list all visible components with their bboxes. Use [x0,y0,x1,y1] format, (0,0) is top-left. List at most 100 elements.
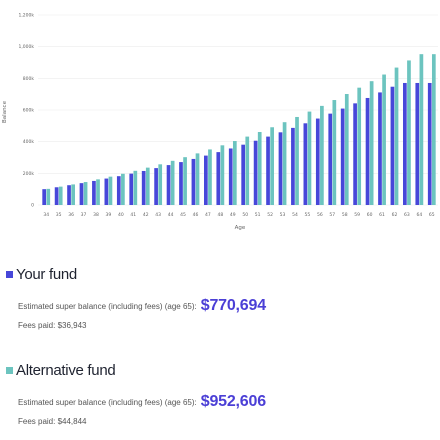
x-tick-label: 39 [106,212,112,218]
alternative-fund-bar-58[interactable] [344,94,349,205]
x-tick-label: 37 [81,212,87,218]
y-tick-label: 400k [23,139,35,145]
alternative-fund-estimate-value: $952,606 [200,393,266,410]
alternative-fund-bar-34[interactable] [46,188,51,205]
your-fund-bar-37[interactable] [79,183,84,205]
x-tick-label: 59 [354,212,360,218]
your-fund-bar-52[interactable] [266,136,270,205]
alternative-fund-bar-50[interactable] [245,136,250,205]
your-fund-bar-54[interactable] [291,127,295,205]
x-tick-label: 52 [267,212,273,218]
x-tick-label: 63 [404,212,410,218]
x-tick-label: 55 [305,212,311,218]
alternative-fund-bar-43[interactable] [158,164,163,205]
x-tick-label: 40 [118,212,124,218]
x-tick-label: 64 [416,212,422,218]
your-fund-bar-50[interactable] [241,144,246,205]
your-fund-bar-40[interactable] [116,176,121,205]
your-fund-bar-58[interactable] [340,108,345,205]
your-fund-bar-51[interactable] [253,140,258,205]
alternative-fund-bar-44[interactable] [170,160,175,205]
your-fund-bar-42[interactable] [141,170,146,205]
alternative-fund-bar-52[interactable] [270,127,274,205]
alternative-fund-bar-42[interactable] [145,167,150,205]
alternative-fund-bar-36[interactable] [71,184,75,205]
x-axis-title: Age [235,225,246,231]
alternative-fund-bar-61[interactable] [382,74,386,205]
bars [42,54,436,205]
alternative-fund-section: Alternative fund Estimated super balance… [6,362,266,426]
your-fund-bar-35[interactable] [54,187,59,205]
your-fund-bar-55[interactable] [303,123,308,205]
y-tick-label: 1,200k [19,13,35,19]
alternative-fund-bar-39[interactable] [108,176,113,205]
alternative-fund-bar-56[interactable] [320,105,324,205]
your-fund-bar-48[interactable] [216,152,221,205]
y-axis-ticks: 0 200k 400k 600k 800k 1,000k 1,200k [19,13,35,209]
your-fund-bar-60[interactable] [365,97,370,205]
alternative-fund-bar-49[interactable] [232,141,237,205]
alternative-fund-bar-62[interactable] [394,67,399,205]
your-fund-bar-45[interactable] [179,162,183,205]
your-fund-bar-53[interactable] [278,132,283,205]
your-fund-bar-39[interactable] [104,178,109,205]
alternative-fund-bar-53[interactable] [282,122,287,205]
alternative-fund-bar-35[interactable] [58,186,63,205]
your-fund-bar-44[interactable] [166,165,171,205]
alternative-fund-bar-51[interactable] [257,132,262,205]
your-fund-bar-43[interactable] [154,168,158,205]
x-tick-label: 44 [168,212,174,218]
your-fund-bar-56[interactable] [315,118,320,205]
x-tick-label: 38 [93,212,99,218]
alternative-fund-bar-55[interactable] [307,111,312,205]
your-fund-bar-38[interactable] [92,180,96,205]
x-tick-label: 48 [217,212,223,218]
alternative-fund-swatch [6,367,13,374]
x-tick-label: 47 [205,212,211,218]
your-fund-bar-57[interactable] [328,113,333,205]
your-fund-bar-62[interactable] [390,86,395,205]
alternative-fund-bar-37[interactable] [83,182,88,205]
x-tick-label: 58 [342,212,348,218]
your-fund-bar-63[interactable] [403,82,407,205]
alternative-fund-bar-45[interactable] [183,157,187,205]
x-tick-label: 62 [392,212,398,218]
x-tick-label: 35 [56,212,62,218]
alternative-fund-bar-40[interactable] [121,173,125,205]
alternative-fund-bar-38[interactable] [96,179,100,205]
your-fund-bar-59[interactable] [353,103,357,205]
x-tick-label: 53 [280,212,286,218]
alternative-fund-bar-63[interactable] [407,60,411,205]
your-fund-fees: Fees paid: $36,943 [18,321,87,330]
alternative-fund-bar-60[interactable] [369,81,374,205]
your-fund-bar-49[interactable] [228,148,233,205]
alternative-fund-bar-64[interactable] [419,54,424,205]
alternative-fund-bar-46[interactable] [195,153,200,205]
your-fund-bar-61[interactable] [378,92,382,205]
alternative-fund-bar-54[interactable] [295,116,299,205]
your-fund-bar-34[interactable] [42,189,47,205]
alternative-fund-bar-48[interactable] [220,145,225,205]
your-fund-title: Your fund [16,266,77,283]
y-tick-label: 0 [31,203,34,209]
x-tick-label: 50 [242,212,248,218]
alternative-fund-bar-59[interactable] [357,87,362,205]
x-tick-label: 54 [292,212,298,218]
your-fund-bar-36[interactable] [67,185,71,205]
your-fund-bar-47[interactable] [204,155,208,205]
x-axis-ticks: 34 35 36 37 38 39 40 41 42 43 44 45 46 47 48 49 50 51 52 53… [43,212,434,218]
alternative-fund-bar-57[interactable] [332,100,337,205]
your-fund-bar-46[interactable] [191,158,196,205]
your-fund-bar-65[interactable] [427,82,432,205]
alternative-fund-bar-65[interactable] [431,54,436,205]
your-fund-bar-41[interactable] [129,173,134,205]
alternative-fund-title: Alternative fund [16,362,116,379]
your-fund-estimate-label: Estimated super balance (including fees)… [18,301,197,311]
your-fund-bar-64[interactable] [415,82,420,205]
x-tick-label: 45 [180,212,186,218]
alternative-fund-bar-47[interactable] [208,149,212,205]
y-tick-label: 600k [23,108,35,114]
x-tick-label: 42 [143,212,149,218]
x-tick-label: 34 [43,212,49,218]
alternative-fund-bar-41[interactable] [133,170,138,205]
